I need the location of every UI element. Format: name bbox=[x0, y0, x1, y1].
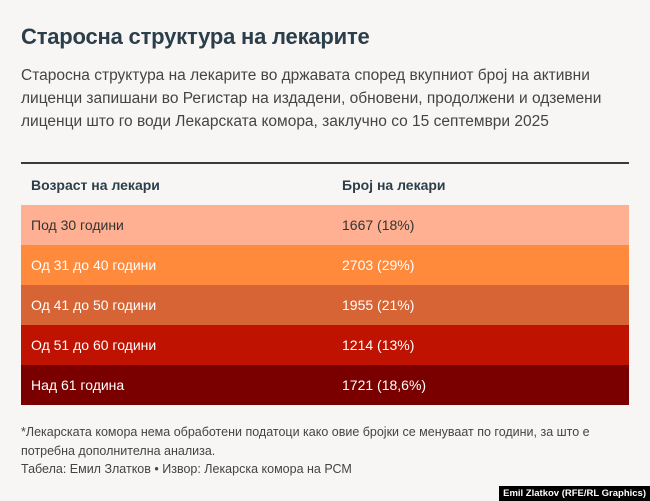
page-title: Старосна структура на лекарите bbox=[21, 24, 370, 49]
header-age: Возраст на лекари bbox=[31, 176, 160, 193]
subtitle: Старосна структура на лекарите во држава… bbox=[21, 67, 602, 130]
header-count: Број на лекари bbox=[342, 176, 446, 193]
table-row: Од 51 до 60 години 1214 (13%) bbox=[21, 325, 629, 365]
table-header: Возраст на лекари Број на лекари bbox=[21, 164, 629, 205]
age-cell: Над 61 година bbox=[31, 377, 125, 393]
age-cell: Од 41 до 50 години bbox=[31, 297, 157, 313]
count-cell: 1955 (21%) bbox=[342, 297, 415, 313]
age-cell: Под 30 години bbox=[31, 217, 124, 233]
top-divider bbox=[21, 162, 629, 164]
count-cell: 1667 (18%) bbox=[342, 217, 415, 233]
source-line: Табела: Емил Златков • Извор: Лекарска к… bbox=[21, 462, 352, 476]
age-cell: Од 31 до 40 години bbox=[31, 257, 157, 273]
table-row: Под 30 години 1667 (18%) bbox=[21, 205, 629, 245]
table-row: Од 31 до 40 години 2703 (29%) bbox=[21, 245, 629, 285]
age-table: Возраст на лекари Број на лекари Под 30 … bbox=[21, 164, 629, 405]
footnote: *Лекарската комора нема обработени подат… bbox=[21, 425, 590, 458]
table-row: Над 61 година 1721 (18,6%) bbox=[21, 365, 629, 405]
count-cell: 1214 (13%) bbox=[342, 337, 415, 353]
credit-badge: Emil Zlatkov (RFE/RL Graphics) bbox=[499, 486, 650, 501]
age-cell: Од 51 до 60 години bbox=[31, 337, 157, 353]
count-cell: 1721 (18,6%) bbox=[342, 377, 427, 393]
count-cell: 2703 (29%) bbox=[342, 257, 415, 273]
table-row: Од 41 до 50 години 1955 (21%) bbox=[21, 285, 629, 325]
